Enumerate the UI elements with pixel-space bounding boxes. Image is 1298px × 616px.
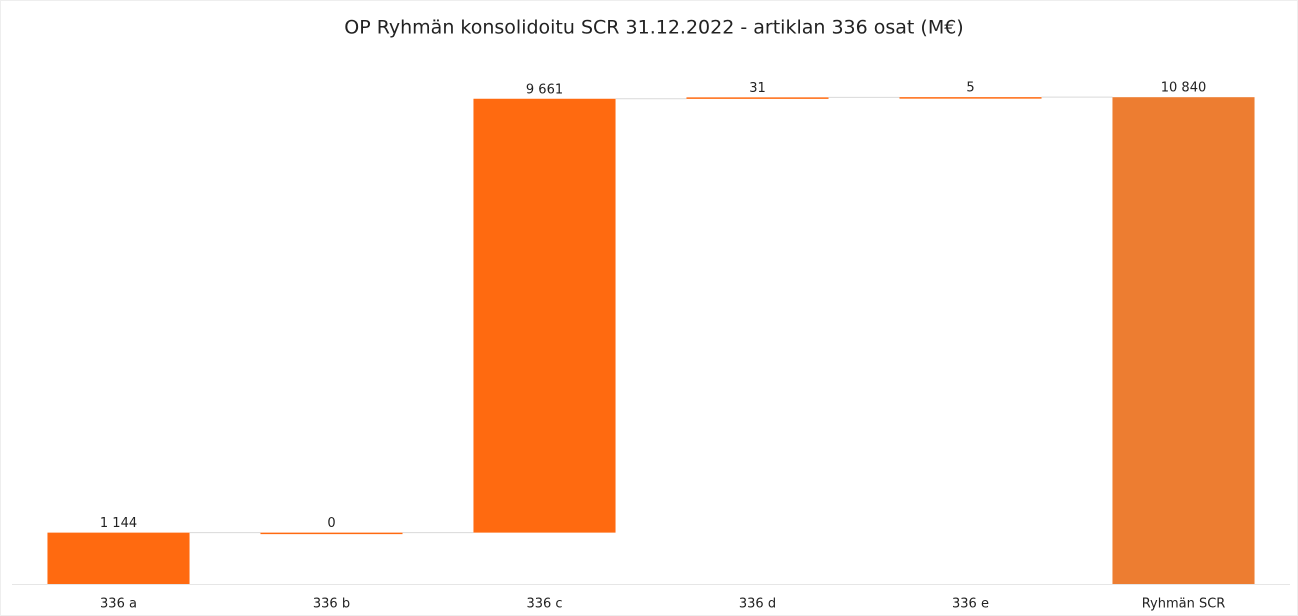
x-tick-label: 336 b xyxy=(313,597,350,612)
data-label: 1 144 xyxy=(100,516,137,531)
x-tick-label: 336 c xyxy=(526,597,562,612)
x-tick-label: 336 d xyxy=(739,597,776,612)
data-label: 9 661 xyxy=(526,82,563,97)
x-tick-label: 336 e xyxy=(952,597,989,612)
data-label: 0 xyxy=(327,516,335,531)
chart-title: OP Ryhmän konsolidoitu SCR 31.12.2022 - … xyxy=(344,17,963,39)
bar xyxy=(47,532,190,584)
x-tick-label: 336 a xyxy=(100,597,137,612)
x-tick-label: Ryhmän SCR xyxy=(1142,597,1226,612)
data-label: 5 xyxy=(966,81,974,96)
bar xyxy=(473,98,616,533)
data-label: 31 xyxy=(749,81,766,96)
bar xyxy=(1112,97,1255,584)
bar xyxy=(260,532,403,535)
data-label: 10 840 xyxy=(1161,81,1207,96)
bar xyxy=(899,97,1042,99)
bar xyxy=(686,97,829,99)
